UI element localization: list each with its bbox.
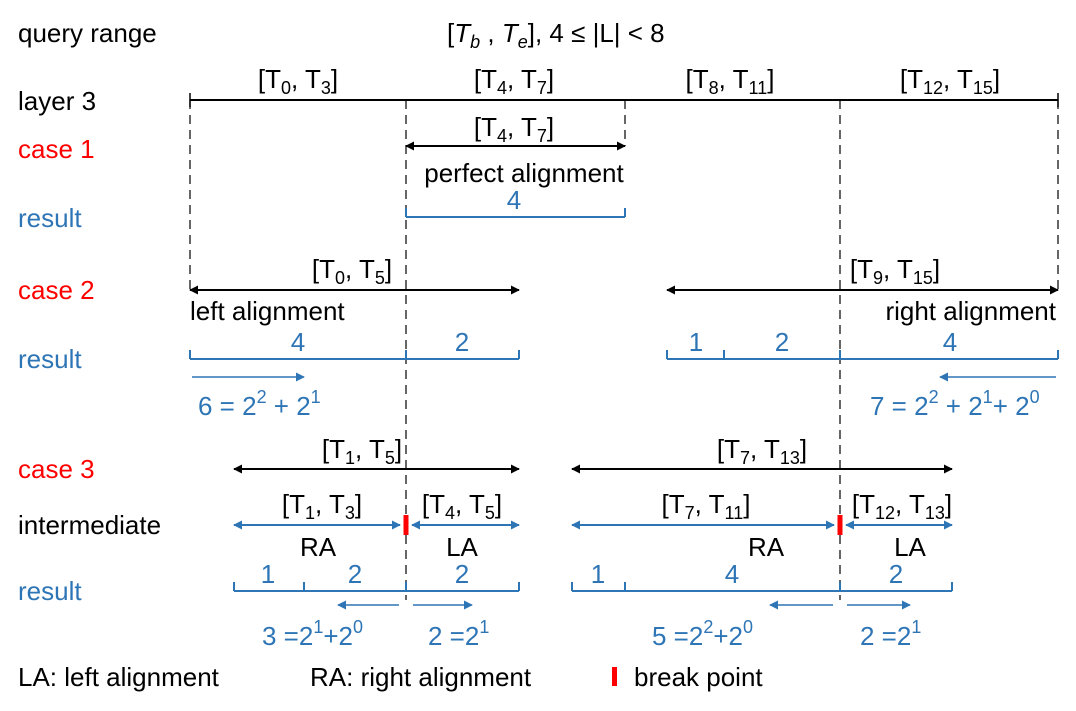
intermediate-interval-0: [T1, T3] bbox=[282, 489, 362, 523]
legend-break-point-icon bbox=[612, 667, 617, 686]
intermediate-interval-1: [T4, T5] bbox=[422, 489, 502, 523]
case2-right-interval: [T9, T15] bbox=[850, 254, 940, 288]
query-range-label: query range bbox=[18, 18, 157, 48]
case2-right-result-1: 2 bbox=[775, 327, 789, 357]
dashed-guides bbox=[189, 100, 1059, 600]
case2-left-result-1: 2 bbox=[455, 327, 469, 357]
layer3-interval-3: [T12, T15] bbox=[900, 64, 1000, 98]
intermediate-tag-3: LA bbox=[894, 532, 926, 562]
legend-bp: break point bbox=[634, 662, 763, 692]
case2-left-result-bar bbox=[189, 350, 520, 360]
case1-label: case 1 bbox=[18, 134, 95, 164]
case1-result-bar bbox=[405, 208, 626, 218]
case3-left-result-bar bbox=[233, 582, 520, 592]
case2-left-formula: 6 = 22 + 21 bbox=[198, 387, 321, 421]
case1-result-label: result bbox=[18, 203, 82, 233]
legend-ra: RA: right alignment bbox=[310, 662, 532, 692]
case1-caption: perfect alignment bbox=[424, 158, 624, 188]
query-range-formula: [Tb , Te], 4 ≤ |L| < 8 bbox=[447, 18, 665, 52]
case3-label: case 3 bbox=[18, 454, 95, 484]
break-point-right bbox=[837, 515, 843, 535]
case3-formula-3: 2 =21 bbox=[860, 617, 921, 651]
legend-la: LA: left alignment bbox=[18, 662, 220, 692]
case3-right-interval: [T7, T13] bbox=[717, 434, 807, 468]
case2-right-result-2: 4 bbox=[943, 327, 957, 357]
case2-right-result-bar bbox=[666, 350, 1059, 360]
case2-left-caption: left alignment bbox=[190, 296, 345, 326]
case1-interval: [T4, T7] bbox=[474, 112, 554, 146]
layer3-interval-0: [T0, T3] bbox=[258, 64, 338, 98]
intermediate-label: intermediate bbox=[18, 510, 161, 540]
case3-left-result-1: 2 bbox=[348, 559, 362, 589]
layer3-interval-1: [T4, T7] bbox=[474, 64, 554, 98]
case2-right-formula: 7 = 22 + 21+ 20 bbox=[870, 387, 1040, 421]
case3-left-result-2: 2 bbox=[455, 559, 469, 589]
case2-right-caption: right alignment bbox=[885, 296, 1056, 326]
intermediate-interval-2: [T7, T11] bbox=[662, 489, 751, 523]
layer3-intervals: [T0, T3] [T4, T7] [T8, T11] [T12, T15] bbox=[258, 64, 1000, 98]
case3-left-result-0: 1 bbox=[261, 559, 275, 589]
case3-left-interval: [T1, T5] bbox=[322, 434, 402, 468]
intermediate-tag-2: RA bbox=[748, 532, 785, 562]
case1-result-value: 4 bbox=[507, 185, 521, 215]
case3-result-label: result bbox=[18, 576, 82, 606]
layer3-interval-2: [T8, T11] bbox=[686, 64, 775, 98]
intermediate-interval-3: [T12, T13] bbox=[852, 489, 952, 523]
case3-right-result-0: 1 bbox=[591, 559, 605, 589]
case3-formula-1: 2 =21 bbox=[428, 617, 489, 651]
case3-right-result-bar bbox=[571, 582, 953, 592]
case2-right-result-0: 1 bbox=[689, 327, 703, 357]
case3-right-result-1: 4 bbox=[725, 559, 739, 589]
intermediate-tag-0: RA bbox=[300, 532, 337, 562]
case2-left-result-0: 4 bbox=[291, 327, 305, 357]
layer3-label: layer 3 bbox=[18, 86, 96, 116]
break-point-left bbox=[403, 515, 409, 535]
case2-left-interval: [T0, T5] bbox=[312, 254, 392, 288]
case3-formula-0: 3 =21+20 bbox=[262, 617, 363, 651]
case2-result-label: result bbox=[18, 344, 82, 374]
intermediate-tag-1: LA bbox=[446, 532, 478, 562]
case2-label: case 2 bbox=[18, 275, 95, 305]
case3-right-result-2: 2 bbox=[889, 559, 903, 589]
case3-formula-2: 5 =22+20 bbox=[652, 617, 753, 651]
